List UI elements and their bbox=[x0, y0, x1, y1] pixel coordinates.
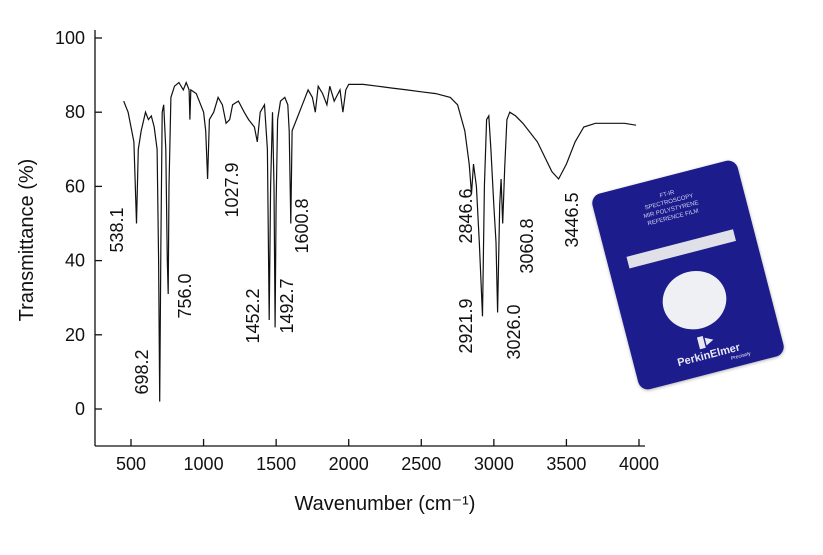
x-axis-label: Wavenumber (cm⁻¹) bbox=[295, 493, 476, 515]
peak-label: 3026.0 bbox=[504, 304, 524, 359]
x-tick-label: 500 bbox=[116, 454, 146, 474]
x-tick-label: 3000 bbox=[474, 454, 514, 474]
x-tick-label: 3500 bbox=[546, 454, 586, 474]
x-tick-label: 2000 bbox=[329, 454, 369, 474]
x-tick-label: 1500 bbox=[256, 454, 296, 474]
peak-label: 1027.9 bbox=[222, 162, 242, 217]
peak-label: 3060.8 bbox=[517, 218, 537, 273]
y-tick-label: 0 bbox=[75, 399, 85, 419]
peak-annotations: 538.1 698.2 756.0 1027.9 1452.2 1492.7 1600.8 2… bbox=[107, 162, 582, 394]
axes bbox=[94, 30, 645, 447]
y-tick-label: 100 bbox=[55, 28, 85, 48]
peak-label: 698.2 bbox=[132, 349, 152, 394]
peak-label: 538.1 bbox=[107, 207, 127, 252]
sample-window bbox=[656, 264, 733, 337]
spectrum-line bbox=[123, 80, 637, 402]
peak-label: 2846.6 bbox=[456, 188, 476, 243]
x-tick-label: 2500 bbox=[401, 454, 441, 474]
y-ticks: 0 20 40 60 80 100 bbox=[55, 28, 102, 419]
y-tick-label: 20 bbox=[65, 325, 85, 345]
peak-label: 756.0 bbox=[175, 273, 195, 318]
y-tick-label: 80 bbox=[65, 102, 85, 122]
x-tick-label: 1000 bbox=[184, 454, 224, 474]
peak-label: 2921.9 bbox=[456, 298, 476, 353]
peak-label: 1600.8 bbox=[292, 198, 312, 253]
x-tick-label: 4000 bbox=[619, 454, 659, 474]
x-ticks: 500 1000 1500 2000 2500 3000 3500 4000 bbox=[116, 439, 659, 474]
peak-label: 1452.2 bbox=[243, 288, 263, 343]
y-axis-label: Transmittance (%) bbox=[16, 159, 38, 322]
label-strip bbox=[626, 229, 736, 269]
y-tick-label: 40 bbox=[65, 251, 85, 271]
peak-label: 3446.5 bbox=[562, 192, 582, 247]
peak-label: 1492.7 bbox=[277, 278, 297, 333]
y-tick-label: 60 bbox=[65, 176, 85, 196]
